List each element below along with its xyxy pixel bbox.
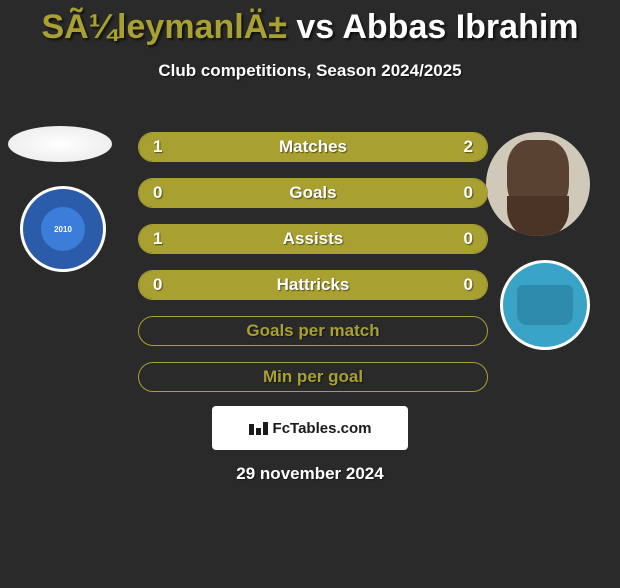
value-right: 2: [464, 137, 473, 157]
value-right: 0: [464, 229, 473, 249]
brand-text: FcTables.com: [273, 420, 372, 437]
subtitle: Club competitions, Season 2024/2025: [0, 61, 620, 81]
stat-row-assists: 1 Assists 0: [138, 224, 488, 254]
value-left: 0: [153, 183, 162, 203]
club-badge-left-inner: 2010: [41, 207, 85, 251]
fill-right: [313, 179, 487, 207]
player1-club-badge: 2010: [20, 186, 120, 272]
stat-row-hattricks: 0 Hattricks 0: [138, 270, 488, 300]
vs-text: vs: [296, 8, 342, 46]
stat-row-matches: 1 Matches 2: [138, 132, 488, 162]
value-left: 0: [153, 275, 162, 295]
stat-label: Matches: [279, 137, 347, 157]
value-left: 1: [153, 137, 162, 157]
brand-box: FcTables.com: [212, 406, 408, 450]
stat-label: Goals: [289, 183, 336, 203]
stat-row-min-per-goal: Min per goal: [138, 362, 488, 392]
stat-label: Min per goal: [263, 367, 363, 387]
value-right: 0: [464, 275, 473, 295]
player2-club-badge: [500, 260, 600, 360]
brand-icon: [249, 421, 269, 435]
player1-avatar: [8, 126, 112, 162]
stats-rows: 1 Matches 2 0 Goals 0 1 Assists 0 0 Hattricks 0 Goal…: [138, 132, 488, 408]
player1-name: SÃ¼leymanlÄ±: [41, 8, 286, 46]
stat-row-goals: 0 Goals 0: [138, 178, 488, 208]
player2-name: Abbas Ibrahim: [342, 8, 578, 46]
stat-label: Hattricks: [277, 275, 350, 295]
player2-silhouette: [507, 140, 569, 218]
club-badge-left: 2010: [20, 186, 106, 272]
stat-label: Goals per match: [246, 321, 379, 341]
fill-left: [139, 179, 313, 207]
value-left: 1: [153, 229, 162, 249]
player2-avatar: [486, 132, 590, 236]
comparison-title: SÃ¼leymanlÄ± vs Abbas Ibrahim: [0, 8, 620, 47]
value-right: 0: [464, 183, 473, 203]
footer-date: 29 november 2024: [236, 464, 383, 484]
club-badge-right-inner: [517, 285, 573, 325]
stat-label: Assists: [283, 229, 343, 249]
stat-row-goals-per-match: Goals per match: [138, 316, 488, 346]
club-badge-right: [500, 260, 590, 350]
